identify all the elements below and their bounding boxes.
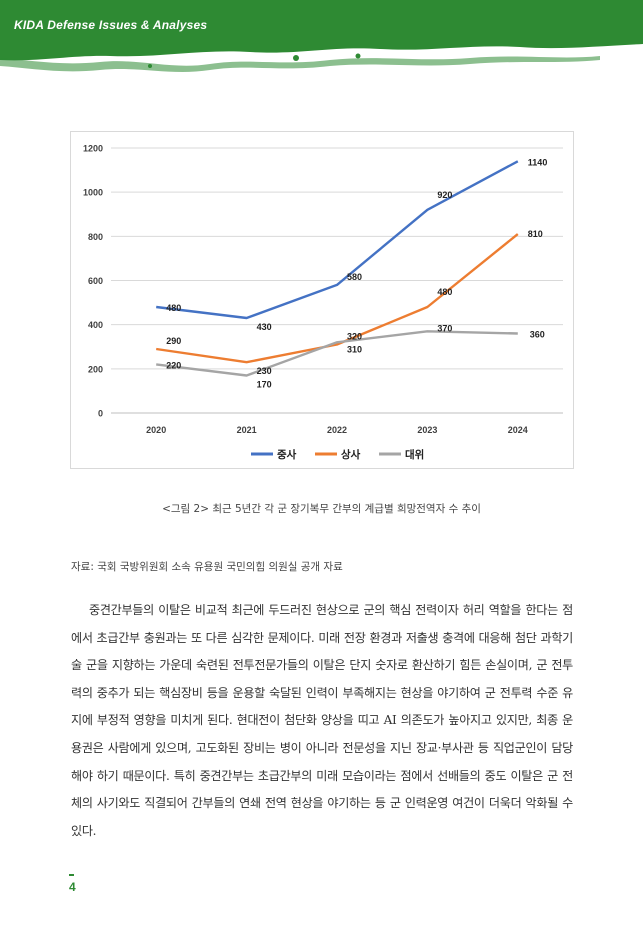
data-label: 310 <box>347 345 362 355</box>
series-line-1 <box>156 160 519 320</box>
chart-gridlines <box>111 147 563 414</box>
data-label: 230 <box>257 366 272 376</box>
data-label: 920 <box>437 190 452 200</box>
x-axis-ticks: 2020 2021 2022 2023 2024 <box>146 425 528 435</box>
series-line-2 <box>156 233 519 364</box>
data-label: 1140 <box>528 157 548 167</box>
header-banner <box>0 0 643 72</box>
x-tick-label: 2020 <box>146 425 166 435</box>
y-tick-label: 0 <box>98 409 103 419</box>
data-label: 430 <box>257 322 272 332</box>
y-tick-label: 1200 <box>83 144 103 154</box>
page-header: KIDA Defense Issues & Analyses <box>0 0 643 78</box>
journal-title: KIDA Defense Issues & Analyses <box>14 18 208 32</box>
data-label: 320 <box>347 331 362 341</box>
y-tick-label: 400 <box>88 320 103 330</box>
legend-label: 중사 <box>277 448 297 461</box>
data-label: 480 <box>166 303 181 313</box>
y-tick-label: 600 <box>88 276 103 286</box>
figure-source: 자료: 국회 국방위원회 소속 유용원 국민의힘 의원실 공개 자료 <box>71 561 343 573</box>
data-label: 290 <box>166 336 181 346</box>
x-tick-label: 2024 <box>508 425 528 435</box>
data-label: 480 <box>437 287 452 297</box>
data-label: 370 <box>437 323 452 333</box>
page-number-mark <box>69 874 74 876</box>
legend-label: 상사 <box>341 448 361 461</box>
y-tick-label: 200 <box>88 364 103 374</box>
body-paragraph: 중견간부들의 이탈은 비교적 최근에 두드러진 현상으로 군의 핵심 전력이자 … <box>71 603 573 838</box>
x-tick-label: 2021 <box>237 425 257 435</box>
data-labels: 480 430 580 920 1140 290 230 310 480 810 220 170 320… <box>166 157 547 389</box>
y-tick-label: 1000 <box>83 188 103 198</box>
figure-caption: <그림 2> 최근 5년간 각 군 장기복무 간부의 계급별 희망전역자 수 추… <box>162 503 481 515</box>
legend-label: 대위 <box>405 448 424 461</box>
chart-legend: 중사 상사 대위 <box>251 448 424 461</box>
data-label: 810 <box>528 229 543 239</box>
data-label: 580 <box>347 272 362 282</box>
data-label: 220 <box>166 360 181 370</box>
page-number: 4 <box>69 880 76 894</box>
series-line-3 <box>156 330 518 377</box>
chart-series <box>156 160 519 377</box>
data-label: 360 <box>530 330 545 340</box>
y-tick-label: 800 <box>88 232 103 242</box>
line-chart: 0 200 400 600 800 1000 1200 2020 2021 2022 2023 20… <box>70 131 574 469</box>
data-label: 170 <box>257 379 272 389</box>
x-tick-label: 2023 <box>417 425 437 435</box>
y-axis-ticks: 0 200 400 600 800 1000 1200 <box>83 144 103 419</box>
x-tick-label: 2022 <box>327 425 347 435</box>
